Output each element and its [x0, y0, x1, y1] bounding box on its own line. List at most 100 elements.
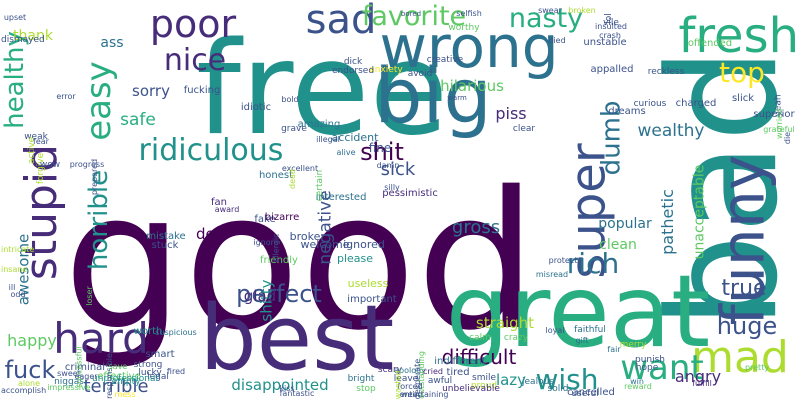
word-big: big	[374, 51, 492, 140]
word-shit: shit	[360, 138, 404, 166]
word-upset: upset	[3, 13, 27, 22]
word-dead: dead	[287, 169, 297, 189]
word-sad: sad	[305, 0, 377, 43]
word-accident: accident	[331, 130, 379, 144]
word-smart: smart	[145, 349, 175, 360]
word-cried: cried	[423, 367, 443, 376]
word-unstable: unstable	[583, 37, 627, 48]
word-jealous: jealous	[522, 376, 554, 387]
word-forced: forced	[397, 382, 423, 391]
word-poor: poor	[149, 2, 237, 46]
word-ignored: ignored	[343, 237, 385, 251]
word-piss: piss	[495, 104, 527, 123]
word-pretty: pretty	[744, 363, 770, 372]
word-eager: eager	[74, 372, 98, 381]
word-insane: insane	[0, 265, 28, 274]
word-certain: certain	[315, 169, 326, 201]
word-entertaining: entertaining	[399, 390, 449, 399]
word-ass: ass	[100, 35, 124, 51]
word-merry: merry	[619, 339, 647, 350]
word-award: award	[214, 205, 240, 214]
word-huge: huge	[716, 312, 778, 340]
word-reward: reward	[624, 382, 652, 391]
word-stop: stop	[356, 383, 376, 394]
word-empty: empty	[111, 376, 141, 387]
word-criminal: criminal	[64, 362, 106, 373]
word-apology: apology	[394, 366, 426, 375]
word-creative: creative	[426, 54, 464, 65]
word-leave: leave	[393, 373, 419, 384]
word-dick: dick	[343, 56, 363, 67]
word-clean: clean	[599, 237, 637, 253]
word-mad: mad	[691, 332, 789, 383]
word-loyal: loyal	[545, 326, 565, 335]
word-legal: legal	[147, 371, 169, 382]
word-error: error	[56, 92, 76, 101]
word-died: died	[548, 36, 566, 45]
word-hope: hope	[635, 362, 659, 373]
word-alone: alone	[17, 379, 40, 388]
word-popular: popular	[598, 216, 652, 232]
word-lazy: lazy	[495, 370, 527, 389]
word-lol: lol	[603, 12, 614, 24]
word-unacceptable: unacceptable	[691, 164, 707, 260]
word-favorite: favorite	[361, 0, 467, 32]
word-fired: fired	[166, 367, 186, 376]
word-worried: worried	[774, 108, 784, 140]
word-fine: fine	[368, 141, 392, 155]
word-grateful: grateful	[763, 125, 795, 134]
word-protect: protect	[548, 256, 578, 265]
word-true: true	[721, 276, 767, 301]
word-indifferent: indifferent	[434, 356, 486, 367]
word-free: free	[195, 15, 449, 164]
word-idiotic: idiotic	[240, 102, 272, 113]
word-bizarre: bizarre	[264, 212, 300, 223]
word-dear: dear	[195, 224, 231, 243]
word-glad: glad	[243, 286, 277, 305]
word-calm: calm	[469, 332, 491, 343]
word-kiss: kiss	[279, 384, 295, 393]
word-wish: wish	[535, 363, 599, 396]
word-ill: ill	[8, 283, 16, 292]
word-pessimistic: pessimistic	[382, 188, 438, 199]
word-superior: superior	[753, 109, 795, 120]
word-friendly: friendly	[260, 255, 298, 266]
word-hard: hard	[53, 314, 149, 363]
word-effective: effective	[97, 371, 141, 382]
word-fresh: fresh	[678, 8, 799, 64]
word-wrong: wrong	[379, 13, 559, 81]
word-suspicious: suspicious	[155, 328, 197, 337]
word-important: important	[347, 294, 397, 305]
word-save: save	[108, 362, 128, 371]
word-unbelievable: unbelievable	[442, 383, 500, 394]
word-progress: progress	[69, 160, 105, 169]
word-fantastic: fantastic	[279, 389, 315, 398]
word-dreams: dreams	[608, 106, 646, 117]
word-sick: sick	[380, 159, 416, 180]
word-healthy: healthy	[0, 31, 31, 129]
word-illegal: illegal	[316, 135, 340, 144]
word-swear: swear	[538, 6, 562, 15]
word-silly: silly	[384, 183, 400, 192]
word-selfish: selfish	[456, 9, 482, 18]
word-easy: easy	[79, 61, 119, 141]
word-nasty: nasty	[508, 2, 584, 34]
word-charged: charged	[675, 98, 717, 109]
word-ridiculous: ridiculous	[138, 133, 284, 168]
word-alive: alive	[336, 148, 356, 157]
word-curious: curious	[633, 98, 667, 109]
word-lucky: lucky	[138, 367, 162, 378]
word-difficult: difficult	[441, 345, 517, 369]
word-perfect: perfect	[236, 280, 322, 308]
word-misread: misread	[535, 270, 569, 279]
word-pathetic: pathetic	[657, 189, 677, 255]
word-fair: fair	[607, 345, 621, 354]
word-awful: awful	[427, 375, 453, 386]
word-loser: loser	[85, 286, 94, 306]
word-great: great	[445, 253, 711, 370]
word-avoid: avoid	[407, 68, 433, 79]
word-intricate: intricate	[1, 245, 35, 254]
word-sweet: sweet	[57, 369, 81, 378]
word-broken: broken	[568, 6, 596, 15]
